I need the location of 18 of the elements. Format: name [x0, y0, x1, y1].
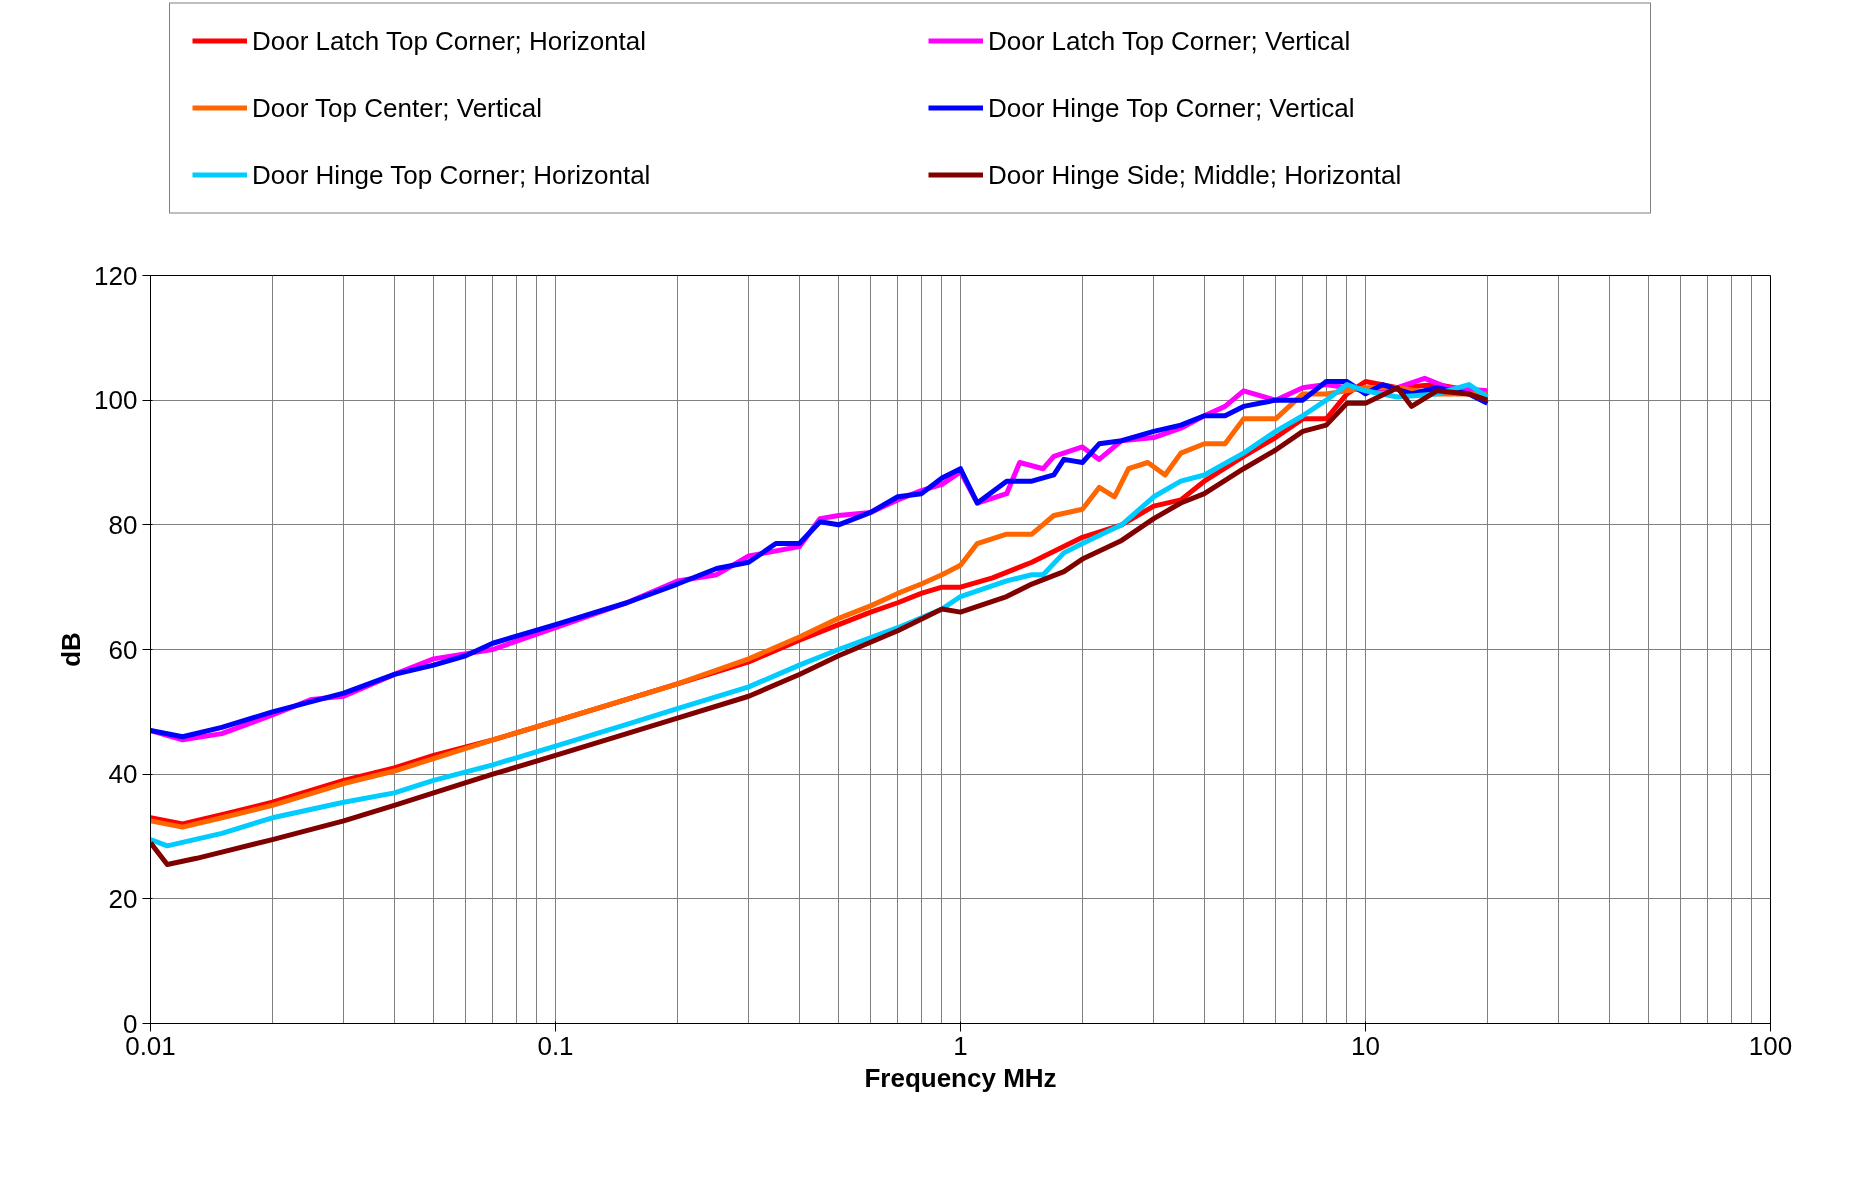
x-tick-label: 0.1 [537, 1030, 574, 1061]
legend-label: Door Top Center; Vertical [252, 92, 543, 123]
y-tick-label: 80 [108, 509, 138, 540]
y-tick-label: 60 [108, 634, 138, 665]
x-axis-title: Frequency MHz [864, 1062, 1057, 1093]
x-tick-label: 10 [1351, 1030, 1380, 1061]
y-tick-label: 20 [108, 883, 138, 914]
x-tick-label: 1 [953, 1030, 968, 1061]
legend-label: Door Hinge Top Corner; Vertical [988, 92, 1356, 123]
y-tick-label: 40 [108, 759, 138, 790]
legend-label: Door Latch Top Corner; Horizontal [252, 25, 648, 56]
y-tick-label: 120 [94, 260, 138, 291]
legend-label: Door Hinge Side; Middle; Horizontal [988, 159, 1403, 190]
y-axis-title: dB [56, 632, 87, 667]
y-tick-label: 100 [94, 385, 138, 416]
legend-label: Door Hinge Top Corner; Horizontal [252, 159, 652, 190]
legend-label: Door Latch Top Corner; Vertical [988, 25, 1352, 56]
x-tick-label: 100 [1748, 1030, 1793, 1061]
